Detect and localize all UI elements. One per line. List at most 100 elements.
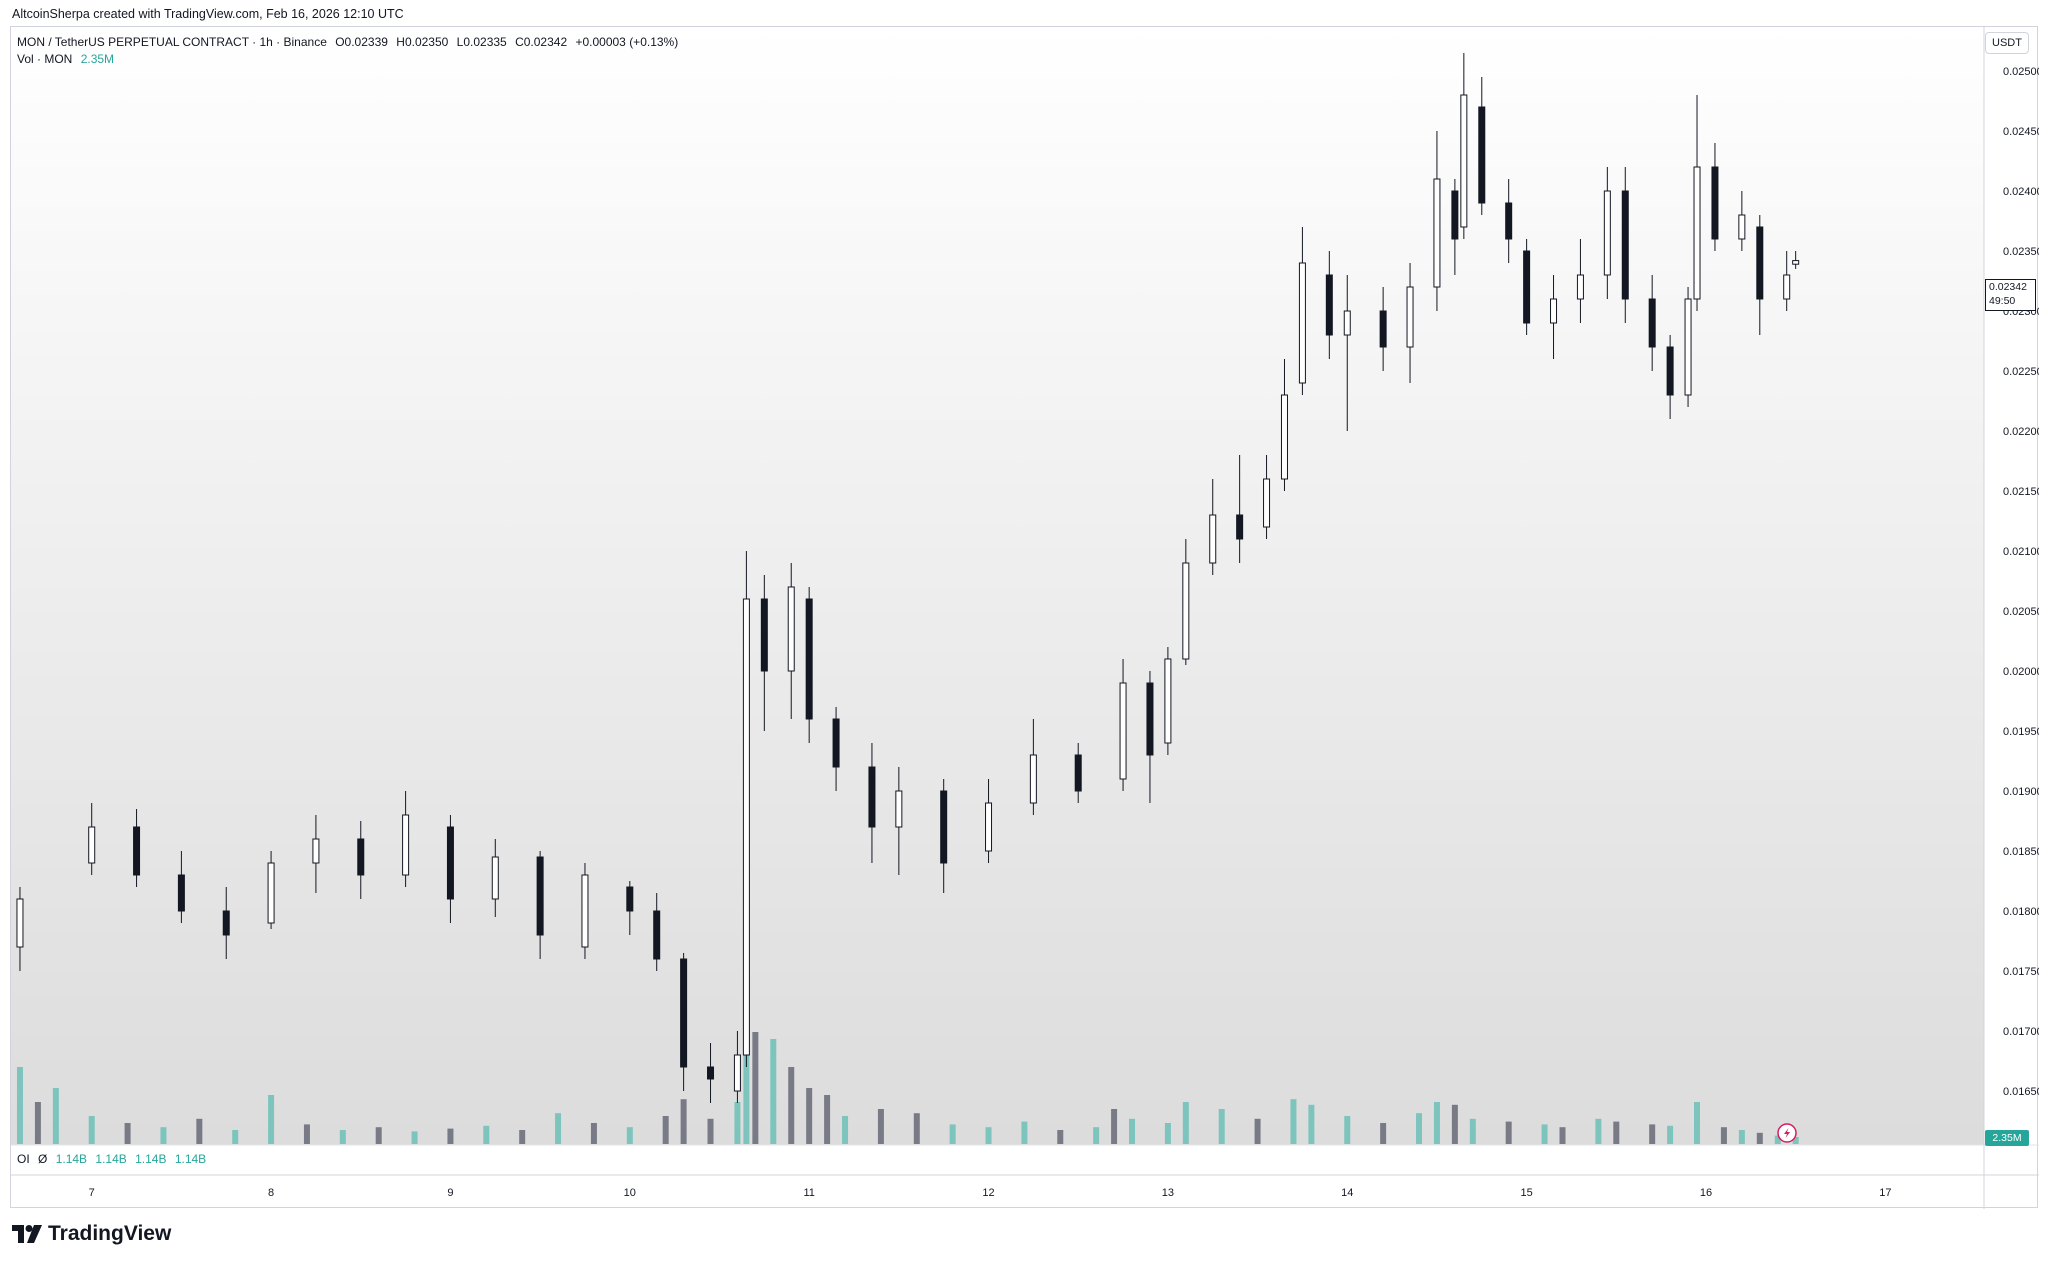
time-tick-label: 10 <box>624 1187 636 1199</box>
candle <box>1406 263 1414 383</box>
price-tick-label: 0.02400 <box>2003 186 2039 198</box>
volume-bar <box>1218 1109 1225 1144</box>
candle <box>760 575 768 731</box>
volume-bar <box>1613 1121 1620 1144</box>
time-tick-label: 7 <box>89 1187 95 1199</box>
volume-value: 2.35M <box>80 52 115 66</box>
candle <box>133 809 141 887</box>
candle <box>1029 719 1037 815</box>
volume-bar <box>34 1102 41 1144</box>
volume-bar <box>1182 1102 1189 1144</box>
volume-bar <box>232 1130 239 1144</box>
volume-bar <box>626 1127 633 1144</box>
candle <box>940 779 948 893</box>
volume-bar <box>707 1118 714 1144</box>
currency-button[interactable]: USDT <box>1985 32 2029 54</box>
volume-bar <box>1308 1104 1315 1144</box>
candle <box>832 707 840 791</box>
volume-bar <box>1344 1116 1351 1144</box>
volume-bar <box>1057 1130 1064 1144</box>
volume-bar <box>1290 1099 1297 1144</box>
last-price-value: 0.02342 <box>1989 281 2027 293</box>
candle <box>1550 275 1558 359</box>
volume-bar <box>303 1124 310 1144</box>
volume-bar <box>1756 1132 1763 1144</box>
volume-label[interactable]: Vol · MON <box>17 52 73 66</box>
candle <box>680 953 688 1091</box>
volume-bar <box>1380 1123 1387 1144</box>
volume-bar <box>1667 1125 1674 1144</box>
candle <box>1523 239 1531 335</box>
volume-bar <box>806 1088 813 1144</box>
volume-bar <box>124 1123 131 1144</box>
oi-value-1: 1.14B <box>55 1152 88 1166</box>
volume-bar <box>1111 1109 1118 1144</box>
oi-symbol: Ø <box>38 1152 48 1166</box>
candle <box>1603 167 1611 299</box>
candle <box>707 1043 715 1103</box>
volume-bar <box>1505 1121 1512 1144</box>
volume-bar <box>375 1127 382 1144</box>
price-tick-label: 0.01800 <box>2003 906 2039 918</box>
candle <box>1478 77 1486 215</box>
volume-bar <box>842 1116 849 1144</box>
candle <box>985 779 993 863</box>
candle <box>1783 251 1791 311</box>
time-axis[interactable]: 7 8 9 10 11 12 13 14 15 16 17 <box>89 1187 1892 1199</box>
time-tick-label: 8 <box>268 1187 274 1199</box>
candle <box>88 803 96 875</box>
price-tick-label: 0.02150 <box>2003 486 2039 498</box>
volume-bar <box>196 1118 203 1144</box>
time-tick-label: 14 <box>1341 1187 1353 1199</box>
candle <box>626 881 634 935</box>
candle <box>16 887 24 971</box>
symbol-legend[interactable]: MON / TetherUS PERPETUAL CONTRACT · 1h ·… <box>17 34 683 68</box>
candle <box>581 863 589 959</box>
volume-bar <box>88 1116 95 1144</box>
volume-bar <box>1774 1135 1781 1144</box>
volume-bar <box>1093 1127 1100 1144</box>
price-tick-label: 0.02050 <box>2003 606 2039 618</box>
volume-bar <box>734 1102 741 1144</box>
price-axis[interactable]: 0.01650 0.01700 0.01750 0.01800 0.01850 0.019… <box>2003 66 2039 1098</box>
oi-label[interactable]: OI <box>17 1152 30 1166</box>
candle <box>653 893 661 971</box>
price-tick-label: 0.02450 <box>2003 126 2039 138</box>
candle <box>1648 275 1656 371</box>
candle <box>733 1031 741 1103</box>
volume-bar <box>1416 1113 1423 1144</box>
candle <box>742 551 750 1067</box>
volume-bar <box>662 1116 669 1144</box>
volume-bar <box>590 1123 597 1144</box>
candle <box>1666 335 1674 419</box>
volume-price-tag: 2.35M <box>1985 1130 2029 1146</box>
symbol-title[interactable]: MON / TetherUS PERPETUAL CONTRACT · 1h ·… <box>17 35 327 49</box>
volume-bar <box>985 1127 992 1144</box>
time-tick-label: 16 <box>1700 1187 1712 1199</box>
candle <box>787 563 795 719</box>
volume-bar <box>752 1032 759 1144</box>
chart-canvas[interactable]: 0.01650 0.01700 0.01750 0.01800 0.01850 0.019… <box>11 27 2039 1209</box>
price-tick-label: 0.01750 <box>2003 966 2039 978</box>
open-interest-legend[interactable]: OI Ø 1.14B 1.14B 1.14B 1.14B <box>17 1152 206 1166</box>
ohlc-close: C0.02342 <box>515 35 568 49</box>
volume-bar <box>16 1067 23 1144</box>
chart-frame[interactable]: 0.01650 0.01700 0.01750 0.01800 0.01850 0.019… <box>10 26 2039 1209</box>
volume-bar <box>770 1039 777 1144</box>
price-tick-label: 0.02350 <box>2003 246 2039 258</box>
volume-bar <box>1792 1137 1799 1144</box>
tradingview-logo[interactable]: TradingView <box>12 1222 171 1246</box>
volume-bar <box>1649 1124 1656 1144</box>
price-tick-label: 0.02250 <box>2003 366 2039 378</box>
candle <box>312 815 320 893</box>
lightning-icon[interactable] <box>1777 1123 1797 1143</box>
candle <box>1693 95 1701 311</box>
candle <box>1738 191 1746 251</box>
candle <box>1684 287 1692 407</box>
volume-bar <box>555 1113 562 1144</box>
candle <box>1460 53 1468 239</box>
volume-bar <box>680 1099 687 1144</box>
candle <box>536 851 544 959</box>
oi-value-4: 1.14B <box>174 1152 207 1166</box>
time-tick-label: 9 <box>447 1187 453 1199</box>
